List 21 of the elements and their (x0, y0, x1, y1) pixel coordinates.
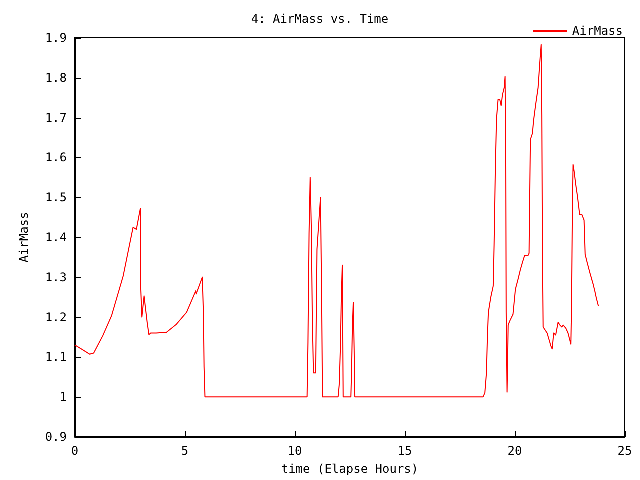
y-tick-label: 1 (60, 390, 67, 404)
y-tick-label: 1.3 (45, 270, 67, 284)
chart-title: 4: AirMass vs. Time (251, 12, 389, 26)
x-tick-label: 5 (181, 444, 189, 458)
y-tick-label: 1.4 (45, 230, 67, 244)
y-axis-title: AirMass (17, 212, 31, 263)
y-tick-label: 1.8 (45, 70, 67, 85)
x-tick-label: 0 (71, 444, 79, 458)
y-tick-label: 1.6 (45, 150, 67, 165)
y-tick-label: 1.7 (45, 110, 67, 125)
x-axis-title: time (Elapse Hours) (281, 462, 419, 476)
legend-label: AirMass (572, 24, 624, 38)
x-tick-label: 15 (398, 444, 412, 458)
y-tick-label: 1.5 (45, 190, 67, 205)
x-tick-label: 20 (508, 444, 522, 458)
y-tick-label: 1.2 (45, 310, 67, 324)
y-tick-label: 1.1 (45, 350, 67, 364)
x-tick-label: 25 (618, 444, 632, 458)
x-tick-label: 10 (288, 444, 302, 458)
y-tick-label: 1.9 (45, 31, 67, 45)
y-tick-label: 0.9 (45, 430, 67, 444)
